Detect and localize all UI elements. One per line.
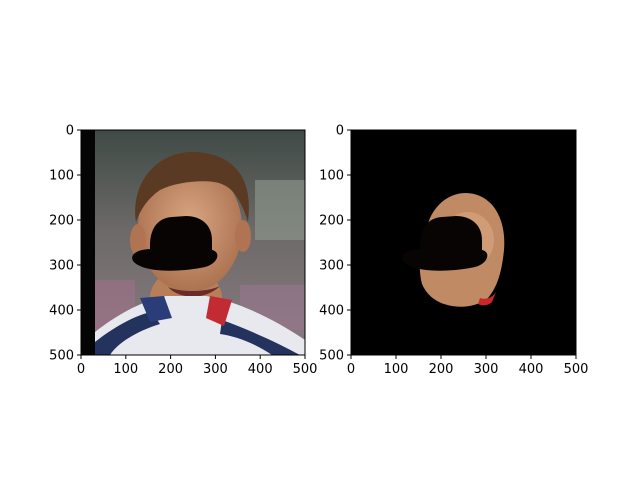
mouth bbox=[168, 286, 220, 297]
hair bbox=[135, 151, 249, 222]
left-y-tick-label: 500 bbox=[49, 349, 74, 364]
right-y-tick-label: 0 bbox=[336, 124, 344, 139]
right-x-tick-label: 500 bbox=[564, 362, 589, 377]
left-y-tick-label: 100 bbox=[49, 169, 74, 184]
ear-left bbox=[130, 224, 146, 256]
right-y-tick-label: 400 bbox=[319, 304, 344, 319]
left-x-tick-label: 0 bbox=[77, 362, 85, 377]
left-black-stripe bbox=[81, 130, 95, 355]
right-image-panel bbox=[351, 130, 576, 355]
left-y-tick-label: 400 bbox=[49, 304, 74, 319]
right-x-tick-label: 0 bbox=[347, 362, 355, 377]
shirt-stripe-blue-left bbox=[95, 312, 160, 355]
right-x-tick-label: 100 bbox=[384, 362, 409, 377]
right-y-tick-label: 300 bbox=[319, 259, 344, 274]
left-axes-frame bbox=[80, 129, 306, 356]
right-y-tick-label: 500 bbox=[319, 349, 344, 364]
left-y-tick-label: 200 bbox=[49, 214, 74, 229]
hat-mask-left bbox=[132, 216, 218, 271]
right-x-tick-label: 300 bbox=[474, 362, 499, 377]
background-light-blob bbox=[255, 180, 305, 240]
right-x-tick-label: 400 bbox=[519, 362, 544, 377]
left-x-tick-label: 300 bbox=[203, 362, 228, 377]
shirt-stripe-blue-right bbox=[220, 320, 300, 355]
right-axes-frame bbox=[350, 129, 577, 356]
ear-right bbox=[235, 220, 251, 252]
left-image-panel bbox=[81, 130, 305, 355]
collar-blue bbox=[140, 296, 172, 322]
masked-face-red-edge bbox=[478, 292, 496, 306]
right-y-tick-label: 100 bbox=[319, 169, 344, 184]
collar-red bbox=[206, 296, 232, 326]
left-y-tick-label: 300 bbox=[49, 259, 74, 274]
left-y-tick-label: 0 bbox=[66, 124, 74, 139]
left-x-tick-label: 500 bbox=[293, 362, 318, 377]
left-x-tick-label: 200 bbox=[158, 362, 183, 377]
right-x-tick-label: 200 bbox=[429, 362, 454, 377]
left-x-tick-label: 100 bbox=[113, 362, 138, 377]
left-x-tick-label: 400 bbox=[248, 362, 273, 377]
hat-mask-right bbox=[402, 216, 488, 271]
right-y-tick-label: 200 bbox=[319, 214, 344, 229]
